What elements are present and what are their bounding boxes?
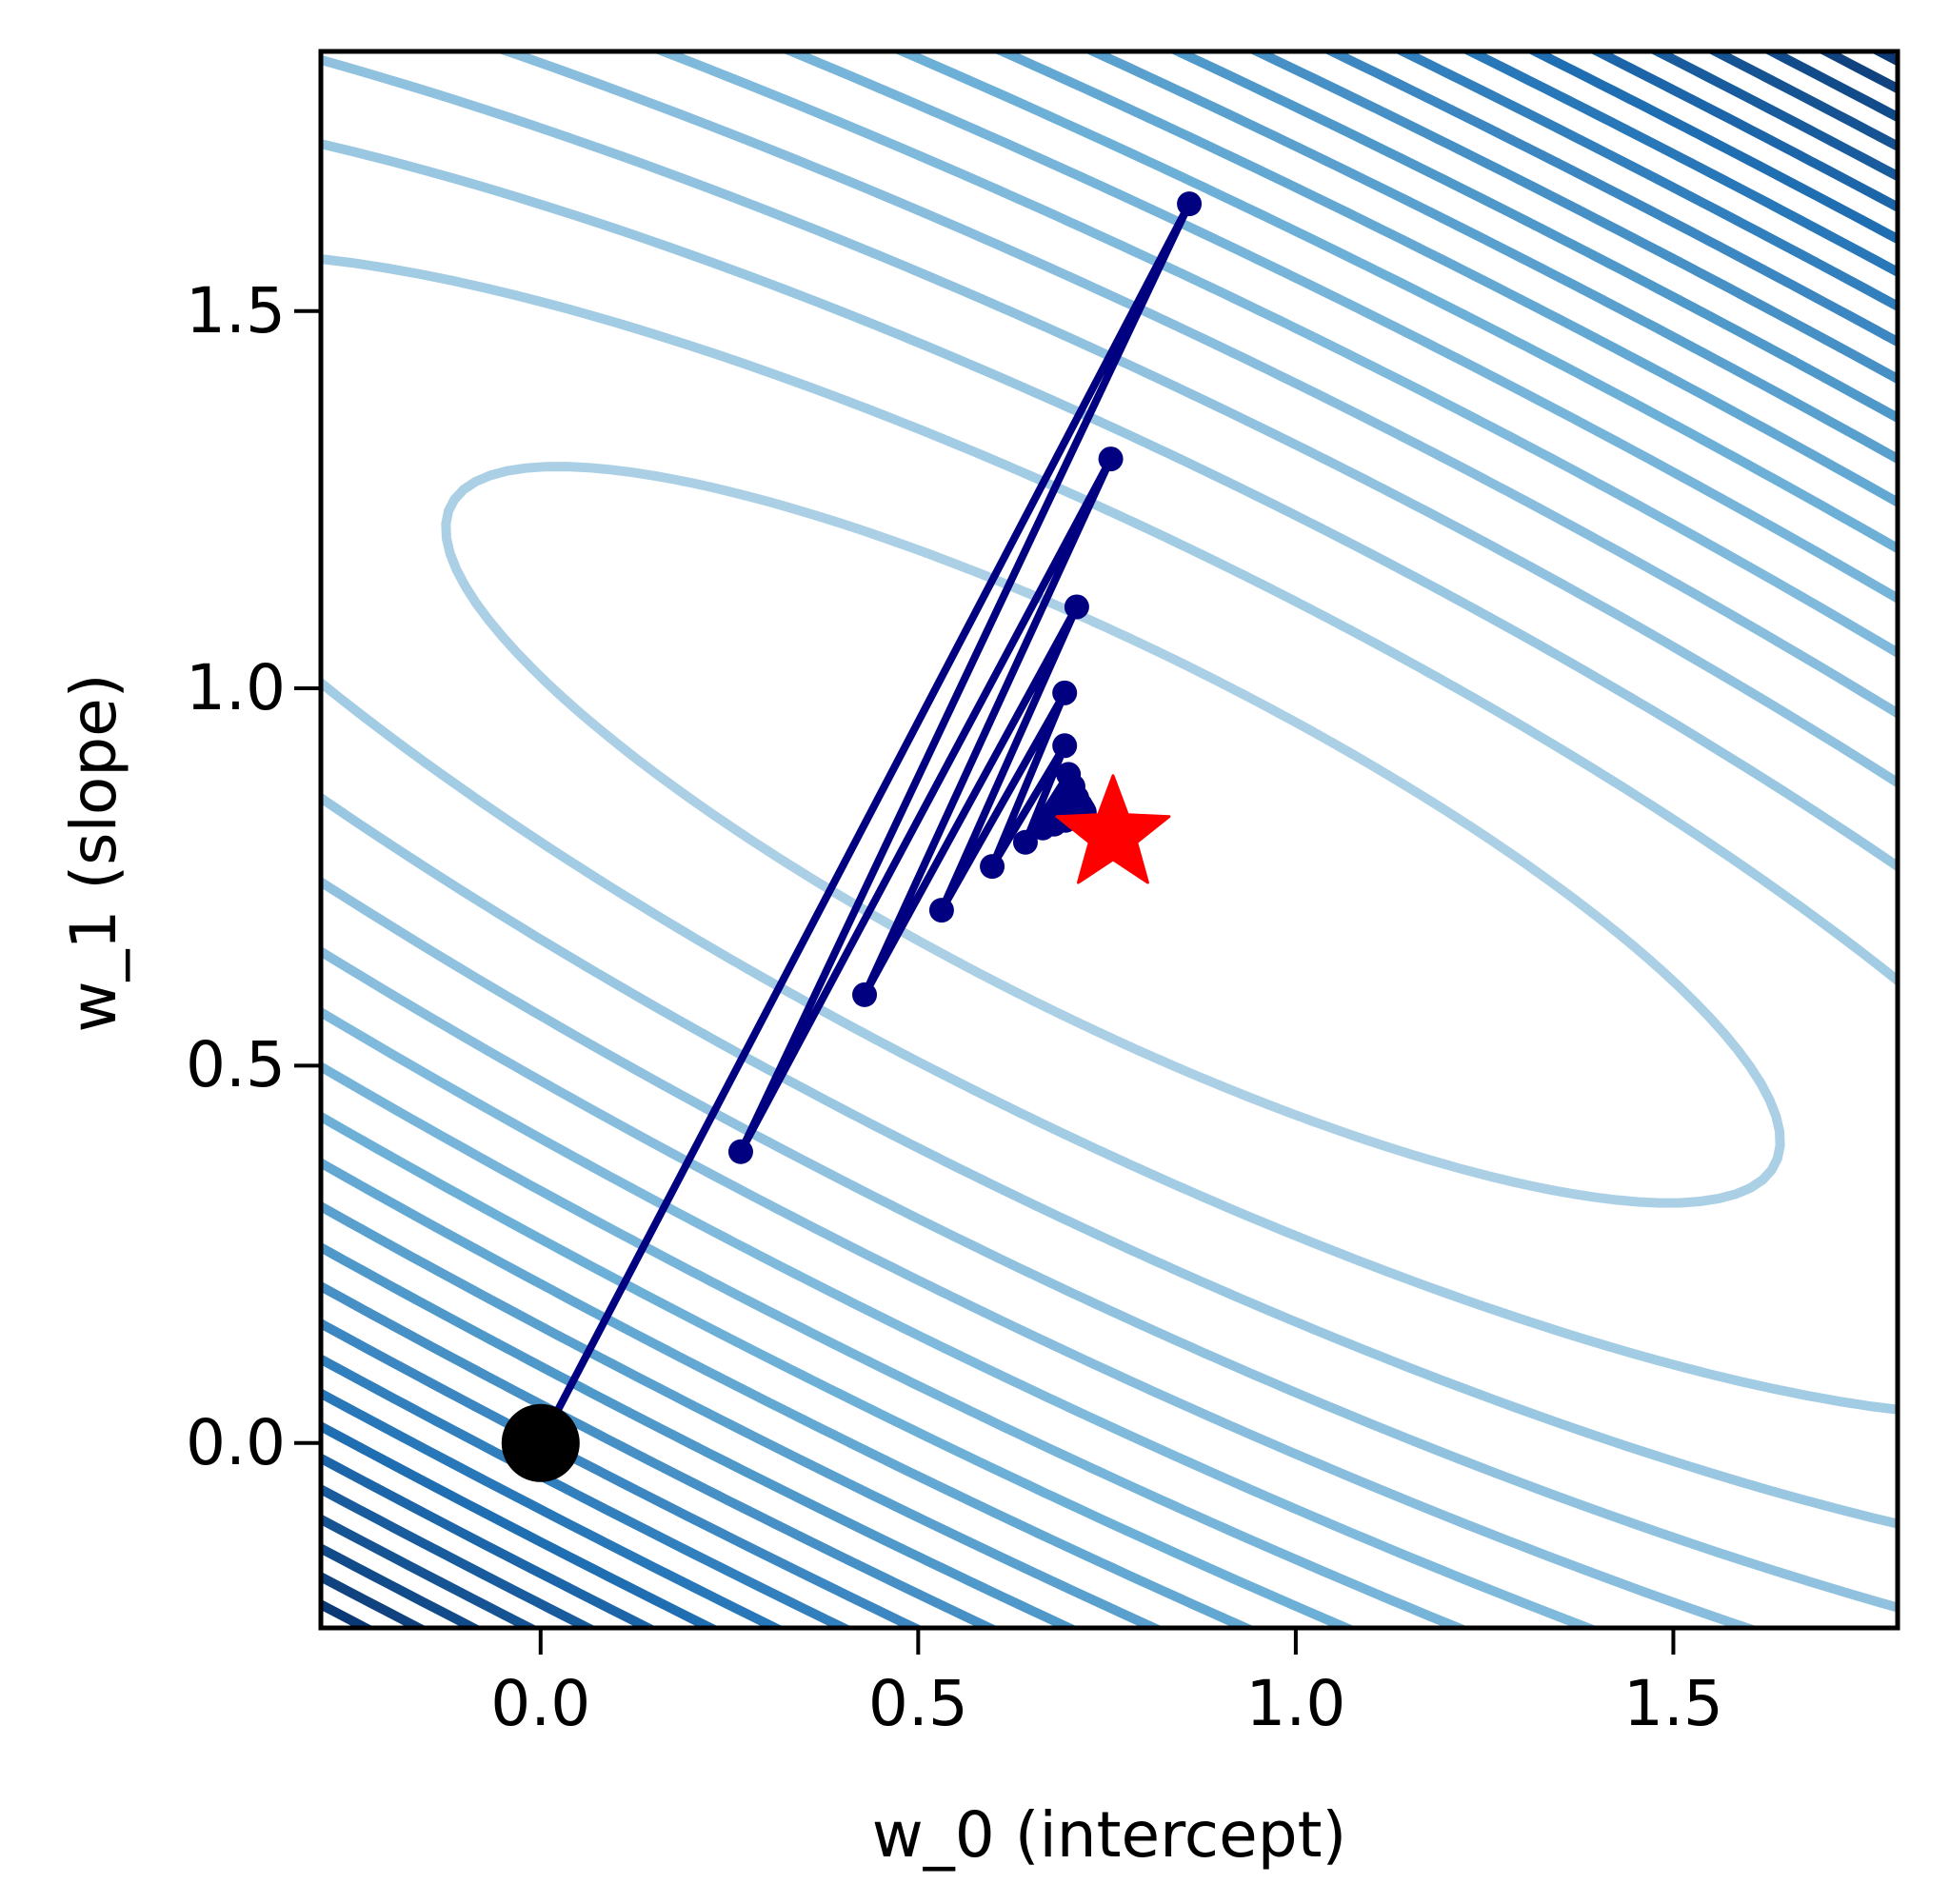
contour-line (441, 462, 1785, 1208)
trajectory-point (928, 898, 954, 923)
y-tick-label: 0.0 (186, 1405, 286, 1479)
y-tick-label: 1.5 (186, 273, 286, 347)
axes-frame (318, 49, 1900, 1631)
start-point-marker (501, 1403, 580, 1482)
trajectory-point (1098, 446, 1124, 472)
trajectory-point (852, 982, 878, 1007)
y-tick-label: 0.5 (186, 1028, 286, 1102)
contour-line (321, 139, 1898, 1529)
optimum-star-icon (1055, 774, 1171, 884)
y-tick-label: 1.0 (186, 651, 286, 725)
y-axis-label: w_1 (slope) (57, 673, 130, 1033)
trajectory-point (1012, 829, 1038, 855)
trajectory-point (1177, 191, 1203, 217)
trajectory-point (727, 1139, 753, 1164)
contour-line (321, 253, 1898, 1415)
x-tick-label: 0.0 (490, 1667, 591, 1740)
x-axis-label: w_0 (intercept) (871, 1798, 1347, 1872)
x-tick-label: 0.5 (867, 1667, 968, 1740)
trajectory-point (980, 854, 1005, 880)
trajectory-point (1052, 680, 1078, 705)
x-tick-label: 1.0 (1245, 1667, 1346, 1740)
trajectory-point (1064, 594, 1089, 620)
trajectory-point (1052, 733, 1078, 759)
x-tick-label: 1.5 (1622, 1667, 1723, 1740)
markers (501, 774, 1171, 1482)
axis-ticks (294, 308, 1676, 1655)
contour-line (321, 54, 1898, 1613)
contour-line (321, 51, 1898, 1628)
